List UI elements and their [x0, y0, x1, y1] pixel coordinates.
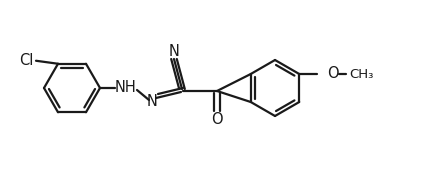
Text: CH₃: CH₃: [349, 67, 373, 81]
Text: O: O: [211, 112, 223, 126]
Text: NH: NH: [115, 81, 137, 96]
Text: N: N: [147, 94, 157, 108]
Text: N: N: [169, 44, 179, 58]
Text: Cl: Cl: [19, 53, 33, 68]
Text: O: O: [327, 66, 339, 81]
